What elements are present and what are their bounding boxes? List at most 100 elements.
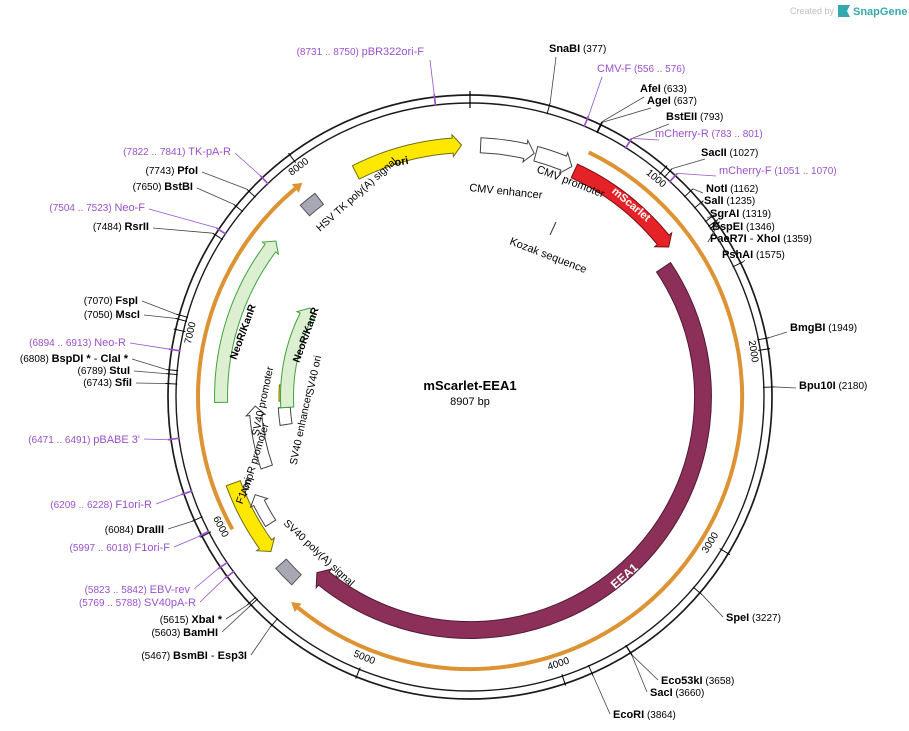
site-line-spei [701, 594, 724, 618]
site-line-bspdi-clai [131, 358, 167, 370]
feature-label-sv40-ori[interactable]: SV40 ori [304, 354, 324, 396]
site-tick-pfoi [246, 188, 256, 198]
site-line-ebv-rev [193, 568, 219, 590]
site-line-saci [631, 655, 648, 693]
feature-arc-orf-right[interactable] [296, 150, 745, 672]
restriction-site-bmgbi[interactable]: BmgBI (1949) [790, 322, 857, 334]
restriction-site-fspi[interactable]: (7070) FspI [84, 295, 138, 307]
site-line-bspei [709, 219, 719, 231]
site-line-bsmbi-esp3i [250, 627, 271, 656]
restriction-site-bstbi[interactable]: (7650) BstBI [133, 181, 193, 193]
feature-cmv-enhancer[interactable] [479, 137, 535, 164]
site-line-tk-pa-r [234, 152, 261, 176]
site-tick-stui [165, 373, 178, 375]
site-line-afei [601, 96, 645, 123]
restriction-site-sgrai[interactable]: SgrAI (1319) [710, 208, 771, 220]
site-tick-msci [175, 317, 188, 322]
primer-label-neo-f[interactable]: (7504 .. 7523) Neo-F [49, 202, 145, 214]
primer-label-tk-pa-r[interactable]: (7822 .. 7841) TK-pA-R [123, 146, 231, 158]
restriction-site-bamhi[interactable]: (5603) BamHI [151, 627, 218, 639]
site-tick-neo-r [168, 348, 181, 352]
restriction-site-eco53ki[interactable]: Eco53kI (3658) [661, 675, 734, 687]
feature-arc-orf-left[interactable] [196, 186, 297, 531]
site-line-sv40pa-r [199, 577, 225, 603]
site-tick-sacii [663, 168, 673, 178]
feature-neor-kanr-outer[interactable] [214, 240, 280, 404]
site-tick-snabi [546, 102, 551, 115]
primer-label-ebv-rev[interactable]: (5823 .. 5842) EBV-rev [85, 584, 191, 596]
restriction-site-rsrii[interactable]: (7484) RsrII [93, 221, 149, 233]
primer-label-f1ori-f[interactable]: (5997 .. 6018) F1ori-F [70, 542, 171, 554]
restriction-site-spei[interactable]: SpeI (3227) [726, 612, 781, 624]
restriction-site-saci[interactable]: SacI (3660) [650, 687, 704, 699]
restriction-site-pshai[interactable]: PshAI (1575) [722, 249, 785, 261]
restriction-site-bspei[interactable]: BspEI (1346) [712, 221, 775, 233]
feature-label-cmv-enhancer[interactable]: CMV enhancer [469, 182, 544, 202]
site-line-pbr322ori-f [429, 59, 435, 95]
site-line-ecori [592, 675, 611, 715]
restriction-site-stui[interactable]: (6789) StuI [78, 365, 130, 377]
restriction-site-sali[interactable]: SalI (1235) [704, 195, 755, 207]
primer-label-pbr322ori-f[interactable]: (8731 .. 8750) pBR322ori-F [297, 46, 425, 58]
restriction-site-agei[interactable]: AgeI (637) [647, 95, 697, 107]
scale-label-8000: 8000 [287, 156, 312, 178]
primer-label-mcherry-r[interactable]: mCherry-R (783 .. 801) [655, 128, 763, 140]
feature-ampr-promoter[interactable] [249, 494, 277, 528]
primer-label-mcherry-f[interactable]: mCherry-F (1051 .. 1070) [719, 165, 837, 177]
site-tick-sgrai [704, 214, 715, 223]
restriction-site-msci[interactable]: (7050) MscI [84, 309, 140, 321]
feature-hsv-tk-polya[interactable] [299, 192, 325, 217]
feature-label-sv40-promoter[interactable]: SV40 promoter [250, 365, 277, 437]
restriction-site-sfii[interactable]: (6743) SfiI [83, 377, 132, 389]
feature-arc-head-orf-right[interactable] [291, 602, 302, 613]
restriction-site-xbai[interactable]: (5615) XbaI * [160, 614, 223, 626]
site-line-cmv-f [588, 76, 603, 117]
primer-label-f1ori-r[interactable]: (6209 .. 6228) F1ori-R [50, 499, 152, 511]
feature-mscarlet[interactable] [570, 163, 673, 248]
feature-sv40-promoter[interactable] [245, 405, 274, 470]
restriction-site-bspdi-clai[interactable]: (6808) BspDI * - ClaI * [20, 353, 129, 365]
primer-label-neo-r[interactable]: (6894 .. 6913) Neo-R [29, 337, 126, 349]
restriction-site-noti[interactable]: NotI (1162) [706, 183, 758, 195]
site-tick-pbabe-3 [167, 437, 181, 441]
feature-cmv-promoter[interactable] [533, 145, 573, 175]
site-line-stui [133, 370, 166, 375]
site-line-sali [700, 200, 704, 206]
restriction-site-sacii[interactable]: SacII (1027) [701, 147, 758, 159]
restriction-site-bsteii[interactable]: BstEII (793) [666, 111, 723, 123]
feature-ori[interactable] [351, 133, 463, 180]
scale-label-7000: 7000 [183, 320, 199, 345]
restriction-site-pfoi[interactable]: (7743) PfoI [146, 165, 198, 177]
restriction-site-paer7i-xhoi[interactable]: PaeR7I - XhoI (1359) [710, 233, 812, 245]
primer-label-cmv-f[interactable]: CMV-F (556 .. 576) [597, 63, 685, 75]
feature-neor-kanr-inner[interactable] [279, 307, 316, 409]
site-tick-bspdi-clai [166, 369, 179, 372]
feature-arc-head-orf-left[interactable] [291, 182, 303, 193]
restriction-site-ecori[interactable]: EcoRI (3864) [613, 709, 676, 721]
site-tick-ebv-rev [217, 561, 229, 570]
site-line-mcherry-f [677, 172, 717, 177]
restriction-site-snabi[interactable]: SnaBI (377) [549, 43, 606, 55]
restriction-site-afei[interactable]: AfeI (633) [640, 83, 687, 95]
feature-sv40-enhancer[interactable] [277, 406, 293, 426]
restriction-site-draiii[interactable]: (6084) DraIII [105, 524, 164, 536]
restriction-site-bpu10i[interactable]: Bpu10I (2180) [799, 380, 867, 392]
site-tick-afei [596, 121, 603, 133]
feature-label-kozak[interactable]: Kozak sequence [508, 236, 588, 276]
site-tick-saci [625, 645, 633, 656]
feature-label-ori[interactable]: ori [394, 155, 410, 169]
primer-label-sv40pa-r[interactable]: (5769 .. 5788) SV40pA-R [79, 597, 196, 609]
feature-f1-ori[interactable] [225, 480, 276, 553]
site-tick-paer7i-xhoi [709, 221, 720, 230]
primer-label-pbabe-3[interactable]: (6471 .. 6491) pBABE 3' [28, 434, 140, 446]
site-tick-noti [683, 188, 694, 198]
feature-sv40-polya[interactable] [275, 558, 303, 586]
feature-eea1[interactable] [315, 261, 712, 639]
site-tick-rsrii [212, 232, 224, 241]
snapgene-logo-icon [838, 5, 850, 17]
snapgene-brand: SnapGene [853, 6, 907, 18]
site-line-neo-r [129, 342, 169, 350]
restriction-site-bsmbi-esp3i[interactable]: (5467) BsmBI - Esp3I [141, 650, 247, 662]
scale-tick-8000 [288, 152, 297, 164]
site-tick-pshai [732, 261, 744, 268]
